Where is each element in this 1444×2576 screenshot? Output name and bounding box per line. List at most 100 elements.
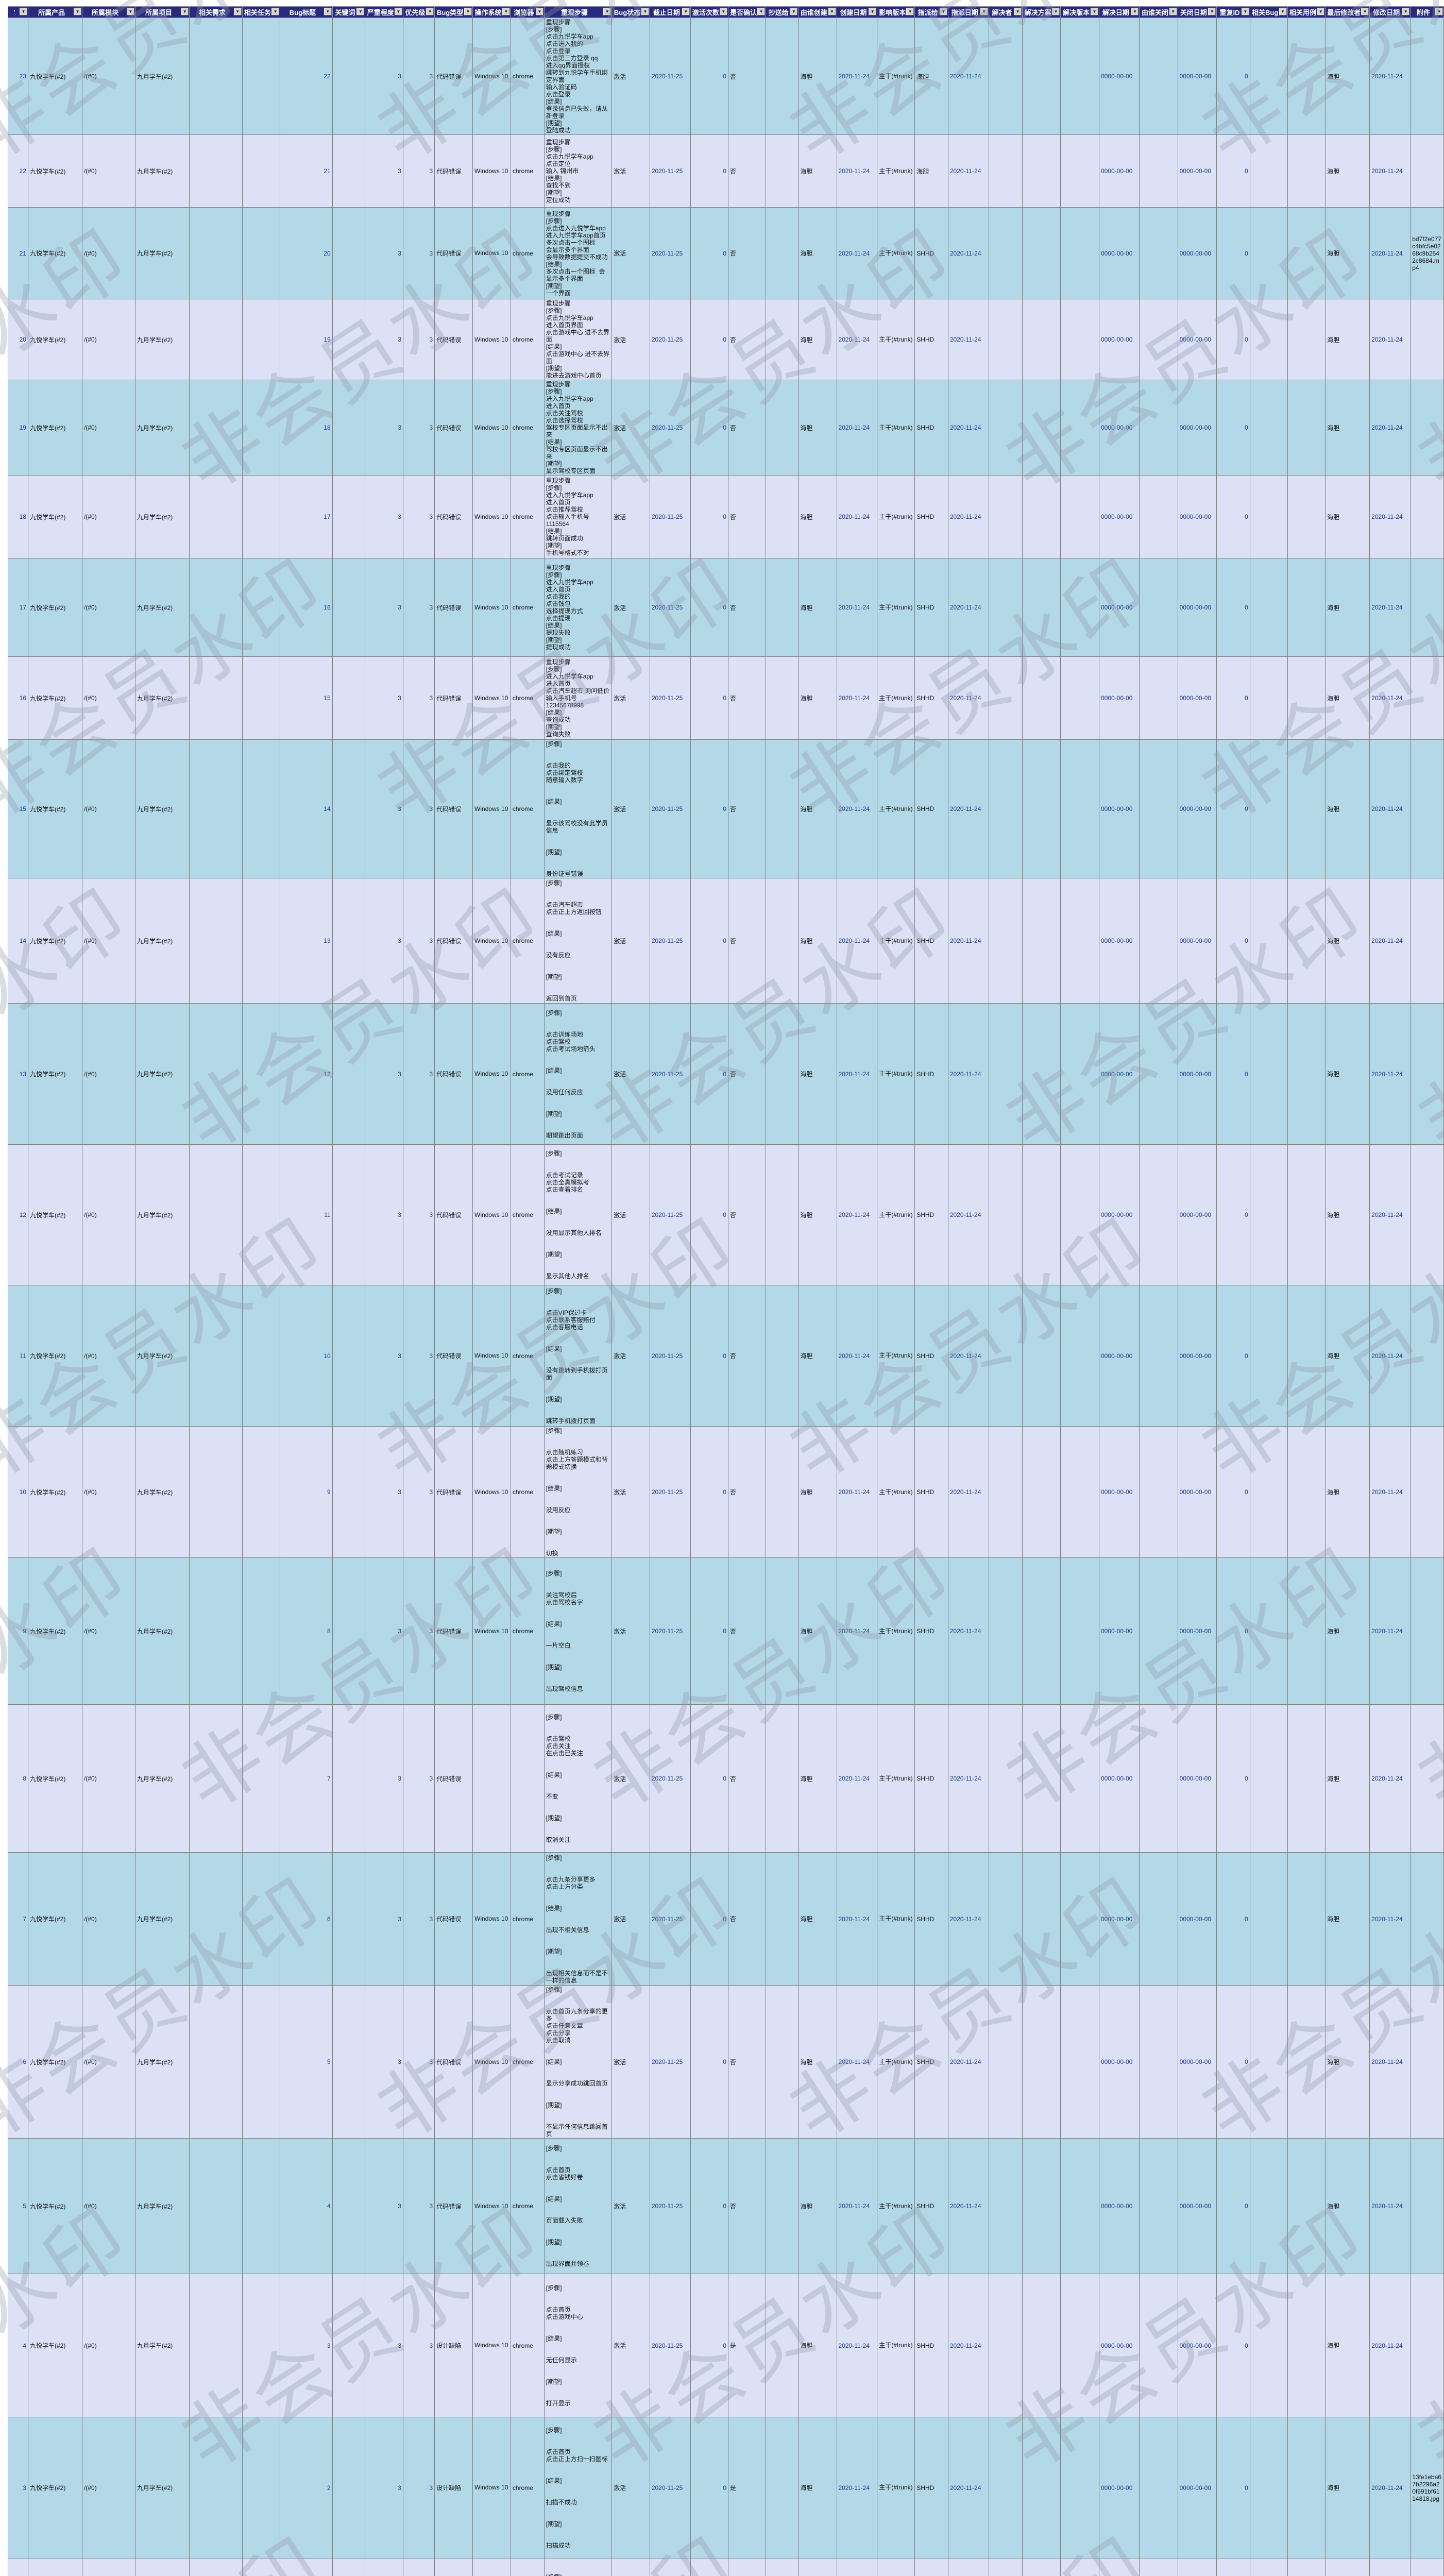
cell-bugtype[interactable]: 代码错误 xyxy=(434,1852,473,1986)
filter-dropdown-icon[interactable]: ▼ xyxy=(603,8,611,15)
cell-cc[interactable] xyxy=(766,380,799,476)
filter-dropdown-icon[interactable]: ▼ xyxy=(906,8,914,15)
cell-project[interactable]: 九月学车(#2) xyxy=(134,2417,190,2558)
cell-severity[interactable]: 3 xyxy=(365,656,403,740)
cell-closed_date[interactable]: 0000-00-00 xyxy=(1177,1985,1217,2139)
cell-resolved_version[interactable] xyxy=(1060,134,1099,208)
cell-product[interactable]: 九悦学车(#2) xyxy=(28,878,83,1004)
cell-closer[interactable] xyxy=(1139,2138,1178,2274)
cell-title[interactable]: 20 xyxy=(280,207,333,299)
cell-project[interactable]: 九月学车(#2) xyxy=(134,739,190,878)
filter-dropdown-icon[interactable]: ▼ xyxy=(1090,8,1098,15)
cell-story[interactable] xyxy=(189,1285,243,1427)
cell-assignee[interactable]: SHHD xyxy=(914,380,948,476)
cell-related_case[interactable] xyxy=(1287,1852,1326,1986)
cell-resolved_version[interactable] xyxy=(1060,1852,1099,1986)
cell-assigned_date[interactable]: 2020-11-24 xyxy=(947,134,989,208)
cell-module[interactable]: /(#0) xyxy=(82,739,135,878)
cell-title[interactable]: 10 xyxy=(280,1285,333,1427)
cell-priority[interactable]: 3 xyxy=(402,1985,435,2139)
cell-idx[interactable]: 9 xyxy=(7,1557,29,1705)
cell-keyword[interactable] xyxy=(332,1985,366,2139)
cell-status[interactable]: 激活 xyxy=(611,1704,650,1853)
cell-attachment[interactable] xyxy=(1410,2274,1444,2417)
cell-browser[interactable]: chrome xyxy=(510,18,545,135)
cell-version[interactable]: 主干(#trunk) xyxy=(877,739,915,878)
cell-related_case[interactable] xyxy=(1287,2417,1326,2558)
cell-duplicate_id[interactable]: 0 xyxy=(1216,1285,1250,1427)
cell-related_case[interactable] xyxy=(1287,1426,1326,1558)
cell-product[interactable]: 九悦学车(#2) xyxy=(28,1852,83,1986)
cell-priority[interactable]: 3 xyxy=(402,739,435,878)
cell-duplicate_id[interactable]: 0 xyxy=(1216,1985,1250,2139)
cell-version[interactable]: 主干(#trunk) xyxy=(877,134,915,208)
cell-attachment[interactable] xyxy=(1410,878,1444,1004)
cell-cc[interactable] xyxy=(766,1985,799,2139)
cell-project[interactable]: 九月学车(#2) xyxy=(134,380,190,476)
cell-assignee[interactable]: SHHD xyxy=(914,1852,948,1986)
cell-closed_date[interactable]: 0000-00-00 xyxy=(1177,739,1217,878)
cell-task[interactable] xyxy=(242,1704,281,1853)
cell-modified[interactable]: 2020-11-24 xyxy=(1369,656,1411,740)
cell-severity[interactable]: 3 xyxy=(365,18,403,135)
cell-activations[interactable]: 0 xyxy=(690,1852,728,1986)
cell-idx[interactable]: 20 xyxy=(7,299,29,380)
cell-project[interactable]: 九月学车(#2) xyxy=(134,2138,190,2274)
cell-related_case[interactable] xyxy=(1287,2138,1326,2274)
cell-idx[interactable]: 8 xyxy=(7,1704,29,1853)
cell-severity[interactable]: 3 xyxy=(365,475,403,558)
cell-task[interactable] xyxy=(242,2417,281,2558)
cell-resolver[interactable] xyxy=(988,1985,1023,2139)
cell-creator[interactable]: 海胆 xyxy=(798,878,837,1004)
cell-closed_date[interactable]: 0000-00-00 xyxy=(1177,134,1217,208)
cell-bugtype[interactable]: 代码错误 xyxy=(434,1144,473,1285)
cell-closed_date[interactable]: 0000-00-00 xyxy=(1177,1003,1217,1145)
cell-creator[interactable]: 海胆 xyxy=(798,1985,837,2139)
cell-module[interactable]: /(#0) xyxy=(82,558,135,657)
cell-module[interactable]: /(#0) xyxy=(82,207,135,299)
cell-os[interactable]: Windows 10 xyxy=(472,380,511,476)
cell-confirmed[interactable]: 是 xyxy=(727,2417,767,2558)
cell-severity[interactable]: 3 xyxy=(365,2138,403,2274)
cell-priority[interactable]: 3 xyxy=(402,2274,435,2417)
cell-resolution[interactable] xyxy=(1022,656,1061,740)
cell-resolver[interactable] xyxy=(988,207,1023,299)
cell-created[interactable]: 2020-11-24 xyxy=(836,558,878,657)
cell-project[interactable]: 九月学车(#2) xyxy=(134,1704,190,1853)
cell-resolved_date[interactable]: 0000-00-00 xyxy=(1098,2138,1140,2274)
cell-keyword[interactable] xyxy=(332,299,366,380)
cell-task[interactable] xyxy=(242,878,281,1004)
cell-title[interactable]: 7 xyxy=(280,1704,333,1853)
cell-bugtype[interactable]: 设计缺陷 xyxy=(434,2274,473,2417)
cell-assignee[interactable]: SHHD xyxy=(914,558,948,657)
cell-cc[interactable] xyxy=(766,475,799,558)
cell-priority[interactable]: 3 xyxy=(402,1144,435,1285)
cell-attachment[interactable] xyxy=(1410,475,1444,558)
cell-resolved_version[interactable] xyxy=(1060,558,1099,657)
cell-resolved_version[interactable] xyxy=(1060,1985,1099,2139)
cell-related_bug[interactable] xyxy=(1249,299,1288,380)
cell-modified[interactable]: 2020-11-24 xyxy=(1369,2558,1411,2576)
cell-closer[interactable] xyxy=(1139,2417,1178,2558)
filter-dropdown-icon[interactable]: ▼ xyxy=(1014,8,1022,15)
cell-created[interactable]: 2020-11-24 xyxy=(836,656,878,740)
cell-created[interactable]: 2020-11-24 xyxy=(836,2138,878,2274)
cell-closed_date[interactable]: 0000-00-00 xyxy=(1177,1852,1217,1986)
cell-resolver[interactable] xyxy=(988,380,1023,476)
cell-status[interactable]: 激活 xyxy=(611,2558,650,2576)
cell-related_bug[interactable] xyxy=(1249,1285,1288,1427)
cell-closer[interactable] xyxy=(1139,2558,1178,2576)
filter-dropdown-icon[interactable]: ▼ xyxy=(394,8,402,15)
cell-keyword[interactable] xyxy=(332,1144,366,1285)
cell-activations[interactable]: 0 xyxy=(690,558,728,657)
cell-story[interactable] xyxy=(189,475,243,558)
cell-module[interactable]: /(#0) xyxy=(82,475,135,558)
cell-module[interactable]: /(#0) xyxy=(82,2138,135,2274)
cell-activations[interactable]: 0 xyxy=(690,656,728,740)
cell-activations[interactable]: 0 xyxy=(690,739,728,878)
cell-os[interactable]: Windows 10 xyxy=(472,656,511,740)
filter-dropdown-icon[interactable]: ▼ xyxy=(1208,8,1216,15)
cell-attachment[interactable] xyxy=(1410,134,1444,208)
cell-status[interactable]: 激活 xyxy=(611,207,650,299)
cell-creator[interactable]: 海胆 xyxy=(798,2558,837,2576)
